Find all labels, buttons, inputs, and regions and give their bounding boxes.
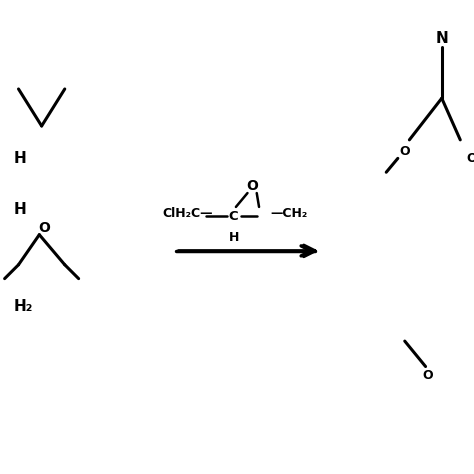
Text: H: H	[14, 202, 27, 217]
Text: C: C	[229, 210, 238, 223]
Text: H₂: H₂	[14, 299, 33, 314]
Text: O: O	[422, 369, 433, 382]
Text: O: O	[400, 145, 410, 158]
Text: N: N	[436, 31, 448, 46]
Text: ClH₂C—: ClH₂C—	[162, 207, 213, 220]
Text: —CH₂: —CH₂	[271, 207, 308, 220]
Text: O: O	[246, 179, 258, 193]
Text: O: O	[466, 152, 474, 165]
Text: O: O	[38, 221, 50, 235]
Text: H: H	[228, 230, 239, 244]
Text: H: H	[14, 151, 27, 166]
